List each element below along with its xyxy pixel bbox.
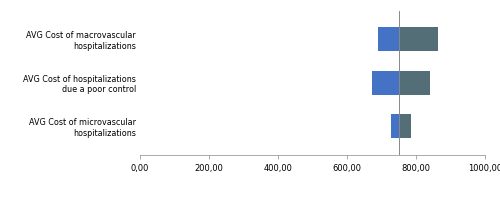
Bar (372, 71, 399, 95)
Bar (391, 114, 399, 138)
Bar (378, 27, 399, 51)
Bar (399, 27, 438, 51)
Bar (399, 71, 430, 95)
Bar (399, 114, 411, 138)
